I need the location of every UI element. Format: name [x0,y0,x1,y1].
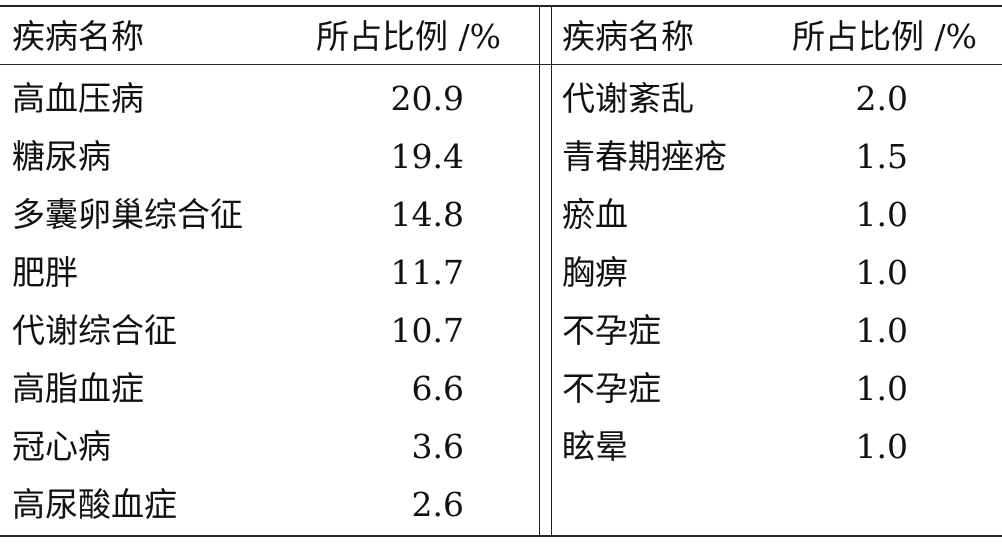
disease-name: 多囊卵巢综合征 [12,195,243,234]
disease-name: 肥胖 [12,253,78,292]
header-rule [0,64,1002,65]
disease-name: 不孕症 [562,369,661,408]
disease-name: 眩晕 [562,427,628,466]
table-row: 瘀血 1.0 [562,186,998,244]
disease-name: 瘀血 [562,195,628,234]
table-row: 青春期痤疮 1.5 [562,128,998,186]
disease-name: 青春期痤疮 [562,137,727,176]
disease-name: 胸痹 [562,253,628,292]
disease-name: 高尿酸血症 [12,485,177,524]
disease-percent: 1.0 [855,253,908,292]
disease-percent: 20.9 [390,79,464,118]
table-row: 肥胖 11.7 [12,244,532,302]
disease-percent: 3.6 [411,427,464,466]
disease-percent: 2.0 [855,79,908,118]
disease-percent: 1.5 [855,137,908,176]
disease-percent: 14.8 [390,195,464,234]
table-row: 不孕症 1.0 [562,360,998,418]
disease-name: 代谢综合征 [12,311,177,350]
disease-name: 高脂血症 [12,369,144,408]
disease-percent: 6.6 [411,369,464,408]
table-row: 高尿酸血症 2.6 [12,476,532,534]
table-row: 不孕症 1.0 [562,302,998,360]
disease-percent: 1.0 [855,195,908,234]
table-row: 高血压病 20.9 [12,70,532,128]
disease-name: 糖尿病 [12,137,111,176]
disease-name: 代谢紊乱 [562,79,694,118]
disease-percent: 10.7 [390,311,464,350]
disease-percent: 1.0 [855,427,908,466]
disease-percent: 19.4 [390,137,464,176]
disease-percent: 2.6 [411,485,464,524]
left-header-name: 疾病名称 [12,17,144,56]
disease-percent: 1.0 [855,369,908,408]
disease-name: 冠心病 [12,427,111,466]
table-row: 多囊卵巢综合征 14.8 [12,186,532,244]
table-row: 代谢紊乱 2.0 [562,70,998,128]
table-row: 眩晕 1.0 [562,418,998,476]
table-row: 冠心病 3.6 [12,418,532,476]
table-row: 高脂血症 6.6 [12,360,532,418]
right-header-value: 所占比例 /% [792,17,977,56]
column-divider-left [539,6,540,536]
left-header-value: 所占比例 /% [316,17,501,56]
table-row: 糖尿病 19.4 [12,128,532,186]
disease-name: 高血压病 [12,79,144,118]
disease-name: 不孕症 [562,311,661,350]
disease-percent: 1.0 [855,311,908,350]
right-header-name: 疾病名称 [562,17,694,56]
disease-percent: 11.7 [390,253,464,292]
table-row: 胸痹 1.0 [562,244,998,302]
bottom-rule [0,535,1002,537]
top-rule [0,5,1002,7]
column-divider-right [551,6,552,536]
table-row: 代谢综合征 10.7 [12,302,532,360]
